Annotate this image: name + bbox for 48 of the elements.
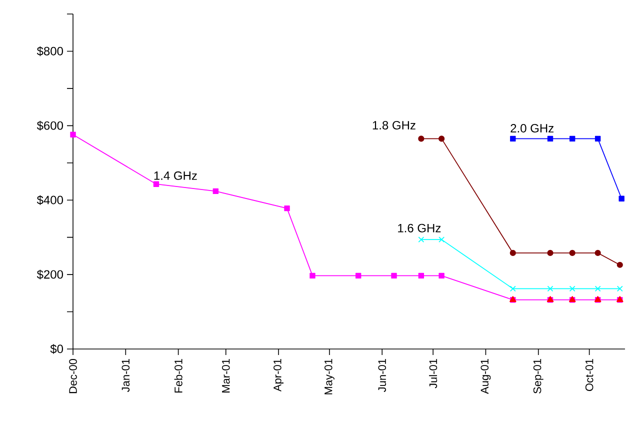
x-tick-label: Feb-01 xyxy=(174,359,182,392)
point xyxy=(547,286,554,292)
point xyxy=(284,205,290,212)
point xyxy=(438,272,444,279)
point xyxy=(310,272,316,279)
point xyxy=(418,272,424,279)
point xyxy=(418,136,424,142)
point xyxy=(391,272,397,279)
point xyxy=(569,136,576,142)
point xyxy=(510,286,516,292)
point xyxy=(355,272,362,279)
x-tick-label: Sep-01 xyxy=(533,359,544,394)
x-tick-label: Oct-01 xyxy=(585,359,594,392)
point xyxy=(616,286,623,292)
y-tick-label: $0 xyxy=(50,344,64,354)
series-label: 1.4 GHz xyxy=(154,171,197,180)
point xyxy=(153,181,160,187)
x-tick-label: Jun-01 xyxy=(378,359,386,392)
point xyxy=(594,286,601,292)
point xyxy=(510,136,516,142)
point xyxy=(70,132,76,138)
x-tick-label: Jan-01 xyxy=(122,359,130,392)
point xyxy=(212,188,219,194)
y-tick-label: $800 xyxy=(36,46,64,56)
point xyxy=(510,250,516,256)
x-tick-label: Dec-00 xyxy=(69,358,77,394)
point xyxy=(547,136,554,142)
y-tick-label: $400 xyxy=(36,195,64,205)
x-tick-label: Jul-01 xyxy=(429,359,438,388)
series-label: 1.6 GHz xyxy=(398,224,441,232)
point xyxy=(569,250,576,256)
point xyxy=(569,286,576,292)
point xyxy=(418,236,424,243)
x-tick-label: May-01 xyxy=(324,359,334,394)
point xyxy=(594,136,601,142)
x-tick-label: Mar-01 xyxy=(222,359,230,392)
point xyxy=(547,250,554,256)
series-label: 2.0 GHz xyxy=(510,124,554,132)
x-tick-label: Apr-01 xyxy=(274,359,284,392)
point xyxy=(438,236,445,243)
series-label: 1.8 GHz xyxy=(372,121,416,130)
point xyxy=(618,196,624,202)
point xyxy=(594,250,601,256)
y-tick-label: $200 xyxy=(36,270,64,280)
y-tick-label: $600 xyxy=(36,120,64,131)
point xyxy=(438,136,445,142)
point xyxy=(616,262,623,268)
x-tick-label: Aug-01 xyxy=(480,359,491,394)
